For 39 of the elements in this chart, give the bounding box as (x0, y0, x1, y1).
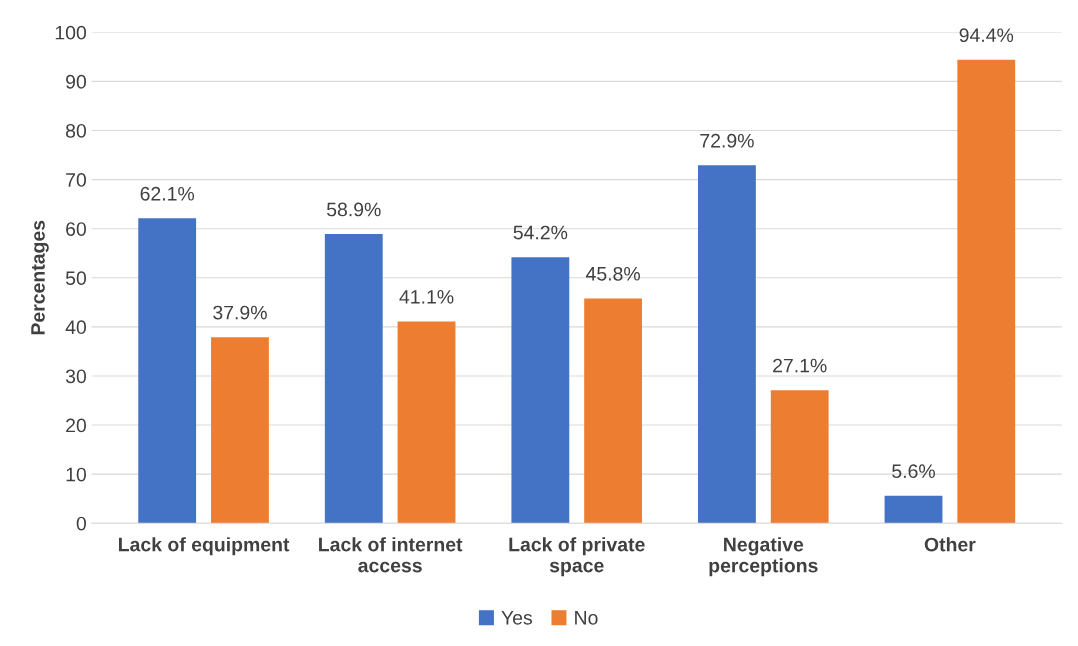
x-tick-label: Lack of private space (509, 537, 645, 577)
y-tick-label: 90 (66, 74, 87, 89)
x-tick-label: Other (924, 537, 976, 552)
data-label: 54.2% (513, 225, 568, 240)
y-tick-label: 80 (65, 123, 87, 138)
y-tick-label: 60 (66, 222, 87, 236)
bar (584, 298, 643, 524)
data-label: 27.1% (773, 358, 827, 373)
y-tick-label: 70 (66, 173, 87, 187)
y-tick-label: 40 (65, 320, 87, 335)
data-label: 94.4% (959, 28, 1014, 43)
y-tick-label: 20 (66, 418, 87, 433)
y-axis-title: Percentages (31, 220, 49, 335)
y-tick-label: 0 (76, 516, 87, 531)
bar (511, 257, 570, 524)
bar (211, 337, 269, 524)
x-tick-label: Lack of equipment (118, 537, 290, 556)
bar (138, 218, 197, 524)
data-label: 41.1% (399, 290, 454, 304)
y-tick-label: 100 (55, 25, 87, 40)
y-tick-label: 50 (65, 271, 87, 286)
bar (884, 495, 943, 524)
bar (770, 390, 829, 524)
data-label: 72.9% (700, 133, 754, 148)
data-label: 62.1% (140, 186, 195, 201)
bar (698, 165, 756, 524)
bar (957, 59, 1016, 524)
y-tick-label: 30 (65, 369, 87, 384)
bar (397, 321, 456, 524)
legend-label: Yes (501, 611, 533, 625)
bar (324, 234, 383, 524)
data-label: 58.9% (326, 202, 381, 217)
data-label: 5.6% (892, 464, 935, 479)
x-tick-label: Lack of internet access (319, 537, 463, 573)
data-label: 45.8% (585, 266, 640, 281)
x-tick-label: Negative perceptions (709, 537, 818, 577)
legend-label: No (575, 611, 598, 625)
y-tick-label: 10 (66, 467, 87, 482)
data-label: 37.9% (213, 305, 267, 320)
